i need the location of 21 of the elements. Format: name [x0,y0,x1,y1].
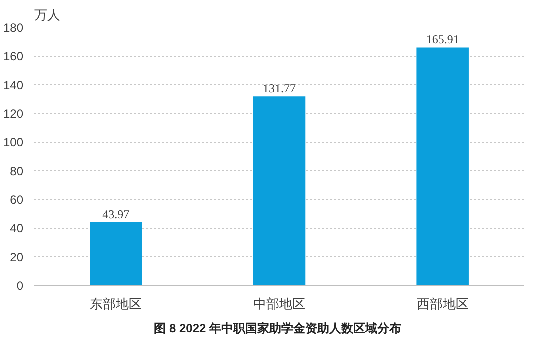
y-tick-label: 40 [10,222,24,236]
y-tick-label: 180 [3,21,24,35]
y-tick-label: 60 [10,193,24,207]
y-tick-label: 120 [3,107,24,121]
y-tick-label: 100 [3,136,24,150]
y-tick-label: 140 [3,78,24,92]
y-tick-label: 160 [3,50,24,64]
bar [253,96,306,286]
y-axis-title: 万人 [34,8,60,22]
y-tick-label: 0 [16,279,24,293]
x-tick-label: 东部地区 [90,296,142,312]
y-tick-label: 20 [10,250,24,264]
bar [90,222,142,286]
data-label: 165.91 [426,32,460,47]
x-tick-label: 中部地区 [254,296,306,312]
data-label: 131.77 [263,82,296,96]
y-tick-label: 80 [10,164,24,178]
data-label: 43.97 [102,207,130,222]
x-tick-label: 西部地区 [416,296,469,312]
text: 图 8 2022 年中职国家助学金资助人数区域分布 [154,322,402,336]
bar [416,48,469,286]
